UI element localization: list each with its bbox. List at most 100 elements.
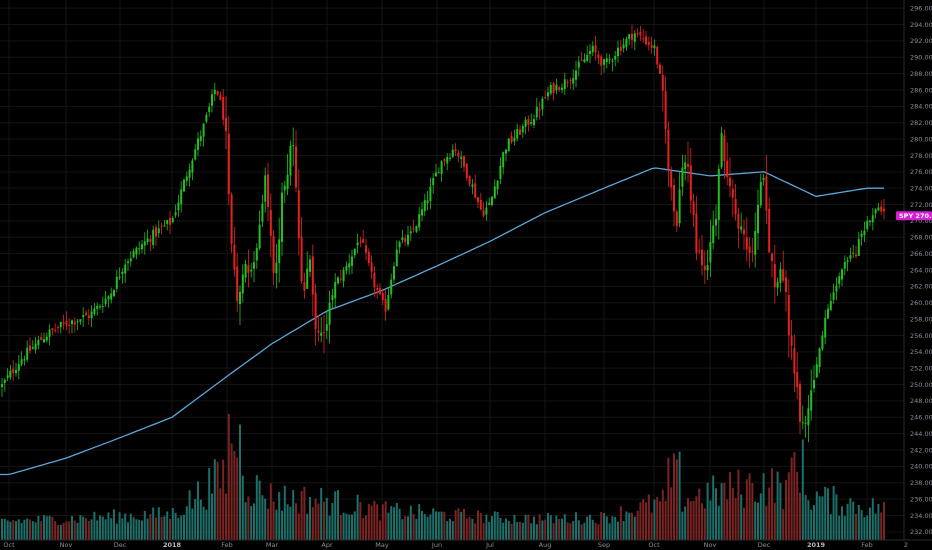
volume-bar (407, 516, 409, 540)
candle-body (90, 311, 93, 319)
x-tick-label: Jun (431, 541, 442, 549)
candle-body (96, 305, 99, 309)
candle-body (631, 33, 633, 41)
volume-bar (166, 511, 169, 540)
candle-body (460, 156, 463, 159)
y-tick-label: 258.00 (910, 315, 932, 323)
x-tick-label: 2018 (163, 541, 182, 549)
volume-bar (866, 515, 869, 540)
candle-body (561, 87, 563, 90)
volume-bar (759, 493, 762, 540)
volume-bar (493, 511, 496, 540)
candle-body (362, 239, 365, 243)
candle-body (415, 226, 418, 232)
volume-bar (513, 514, 516, 540)
candle-body (457, 152, 460, 157)
candle-body (513, 137, 516, 142)
candle-body (642, 38, 645, 40)
y-tick-label: 240.00 (910, 463, 932, 471)
x-tick-label: Jul (485, 541, 494, 549)
volume-bar (339, 514, 342, 540)
candle-body (174, 212, 177, 216)
volume-bar (664, 500, 667, 540)
candle-body (300, 236, 303, 282)
volume-bar (516, 522, 519, 540)
volume-bar (253, 503, 255, 540)
candle-body (586, 54, 589, 61)
candle-body (267, 174, 269, 207)
candle-body (636, 33, 639, 35)
x-tick-label: Nov (704, 541, 717, 549)
candles (1, 24, 885, 443)
volume-bar (849, 498, 852, 540)
candle-body (835, 285, 838, 292)
candle-body (183, 179, 185, 192)
candle-body (6, 375, 9, 378)
volume-bar (639, 502, 642, 540)
volume-bar (692, 500, 695, 540)
candle-body (149, 239, 152, 242)
candle-body (617, 47, 619, 57)
volume-bar (272, 501, 275, 540)
candle-body (328, 302, 331, 325)
candle-body (731, 189, 734, 198)
volume-bar (415, 518, 418, 540)
volume-bar (547, 513, 549, 540)
candle-body (113, 290, 115, 297)
candle-body (706, 264, 709, 271)
volume-bar (843, 515, 846, 540)
candle-body (435, 172, 437, 177)
volume-bar (468, 516, 471, 540)
candle-body (68, 324, 71, 326)
candle-body (591, 45, 594, 53)
candle-body (785, 277, 787, 292)
candle-body (239, 291, 241, 305)
candle-body (667, 129, 670, 170)
volume-bar (622, 521, 625, 540)
candle-body (673, 185, 675, 212)
candle-body (855, 254, 857, 257)
candle-body (48, 329, 51, 337)
y-tick-label: 288.00 (910, 70, 932, 78)
volume-bar (863, 517, 866, 540)
candle-body (250, 269, 253, 272)
candle-body (334, 281, 337, 299)
candle-body (485, 207, 488, 215)
volume-bar (132, 517, 135, 540)
candle-body (524, 119, 527, 127)
candle-body (745, 237, 748, 250)
candle-body (493, 186, 496, 199)
volume-bar (479, 512, 482, 540)
moving-average-line (0, 167, 884, 476)
volume-bar (356, 494, 359, 540)
volume-bar (183, 514, 185, 540)
volume-bar (681, 511, 684, 540)
volume-bar (250, 506, 253, 540)
volume-bar (328, 515, 331, 540)
candle-body (166, 220, 169, 224)
candle-body (558, 87, 561, 91)
y-tick-label: 244.00 (910, 430, 932, 438)
candle-body (76, 321, 79, 323)
y-tick-label: 274.00 (910, 184, 932, 192)
volume-bar (491, 516, 493, 540)
y-tick-label: 278.00 (910, 152, 932, 160)
candle-body (507, 138, 510, 152)
candle-body (152, 229, 155, 245)
candle-body (73, 322, 76, 325)
candle-body (85, 312, 87, 316)
volume-bar (440, 511, 443, 540)
candle-body (502, 152, 505, 168)
volume-bar (43, 515, 45, 540)
volume-bar (286, 504, 289, 540)
candle-body (191, 160, 194, 173)
volume-bar (633, 516, 636, 540)
candle-body (863, 230, 866, 236)
volume-bar (104, 519, 107, 540)
candle-body (269, 210, 272, 236)
candle-body (883, 208, 885, 212)
volume-bar (31, 521, 34, 540)
volume-bar (135, 519, 138, 540)
candle-body (261, 203, 264, 222)
y-tick-label: 254.00 (910, 348, 932, 356)
